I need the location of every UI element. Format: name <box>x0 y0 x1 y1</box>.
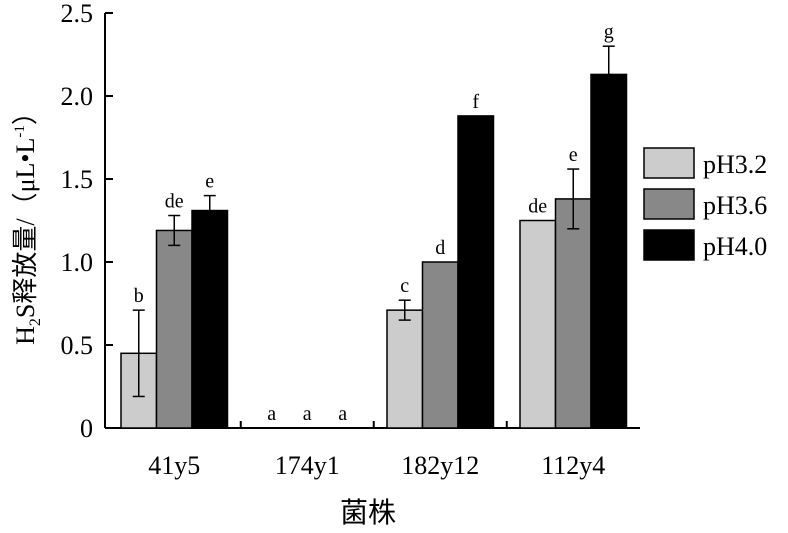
y-axis-title: H2S释放量/（μL•L-1） <box>11 99 44 345</box>
significance-label: e <box>205 171 214 193</box>
legend-label: pH3.6 <box>703 191 767 220</box>
y-tick-label: 1.5 <box>61 165 94 194</box>
significance-label: a <box>267 403 276 425</box>
y-tick-label: 0.5 <box>61 331 94 360</box>
y-tick-label: 0 <box>80 414 93 443</box>
y-tick-label: 1.0 <box>61 248 94 277</box>
significance-label: a <box>303 403 312 425</box>
x-tick-label: 41y5 <box>148 451 200 480</box>
significance-label: d <box>435 237 445 259</box>
legend: pH3.2 pH3.6 pH4.0 <box>643 147 767 261</box>
legend-swatch <box>643 147 695 179</box>
legend-label: pH3.2 <box>703 150 767 179</box>
x-ticks: 41y5 174y1 182y12 112y4 <box>148 421 605 480</box>
bar <box>457 115 495 429</box>
significance-label: e <box>569 144 578 166</box>
legend-swatch <box>643 188 695 220</box>
y-axis-title-rest: S释放量/（μL•L <box>11 138 40 319</box>
bar <box>554 198 592 429</box>
significance-label: b <box>134 285 144 307</box>
bar <box>590 73 628 429</box>
legend-swatch <box>643 229 695 261</box>
significance-label: a <box>338 403 347 425</box>
bar <box>386 309 424 429</box>
bar <box>519 219 557 429</box>
bar <box>421 261 459 429</box>
y-ticks: 0 0.5 1.0 1.5 2.0 2.5 <box>61 0 113 443</box>
y-axis-title-main: H <box>11 326 40 345</box>
bar <box>155 229 193 429</box>
y-tick-label: 2.5 <box>61 0 94 28</box>
y-axis-title-close: ） <box>11 99 40 125</box>
x-tick-label: 174y1 <box>275 451 340 480</box>
significance-label: de <box>528 196 547 218</box>
y-axis-title-sup: -1 <box>12 125 28 138</box>
y-axis-title-sub: 2 <box>27 318 44 326</box>
significance-label: f <box>472 91 479 113</box>
x-tick-label: 112y4 <box>541 451 605 480</box>
bar <box>191 209 229 429</box>
x-tick-label: 182y12 <box>401 451 479 480</box>
x-axis-title: 菌株 <box>340 497 396 529</box>
significance-label: de <box>165 191 184 213</box>
significance-label: c <box>400 275 409 297</box>
y-tick-label: 2.0 <box>61 82 94 111</box>
legend-label: pH4.0 <box>703 232 767 261</box>
significance-label: g <box>604 21 614 43</box>
